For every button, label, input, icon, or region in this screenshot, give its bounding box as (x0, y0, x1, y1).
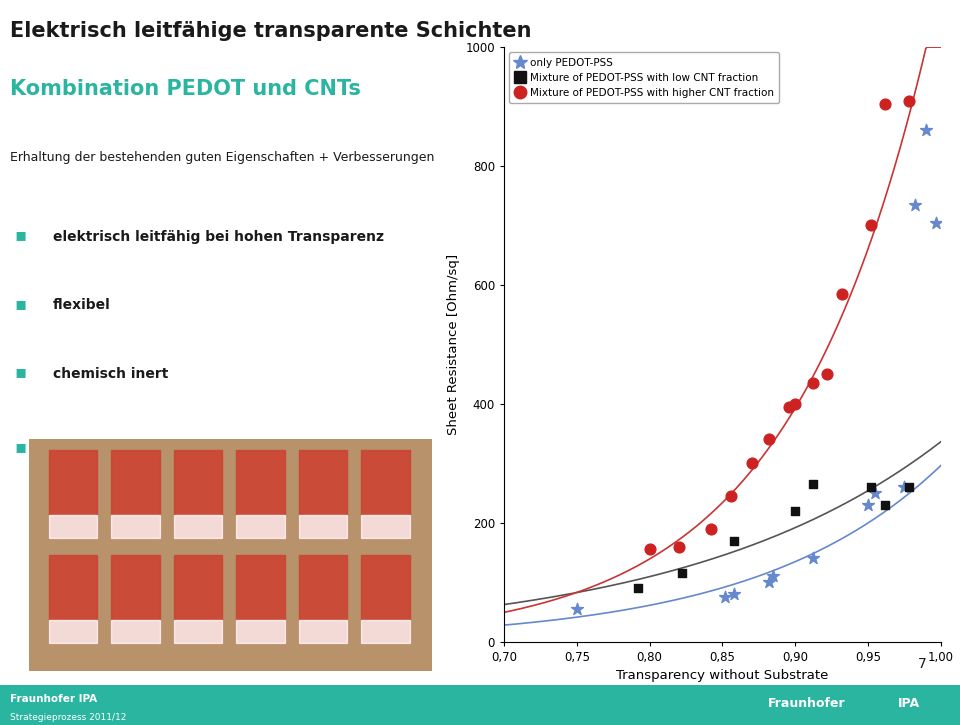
Bar (174, 620, 223, 643)
only PEDOT-PSS (897, 481, 912, 493)
Text: ▪: ▪ (14, 439, 27, 457)
Bar (111, 555, 159, 643)
Mixture of PEDOT-PSS with low CNT fraction (901, 481, 917, 493)
Bar (49, 450, 97, 539)
Bar (174, 515, 223, 539)
Bar (299, 450, 348, 539)
Bar (236, 515, 285, 539)
Bar (111, 515, 159, 539)
Y-axis label: Sheet Resistance [Ohm/sq]: Sheet Resistance [Ohm/sq] (446, 254, 460, 435)
Mixture of PEDOT-PSS with higher CNT fraction (761, 434, 777, 445)
Text: ▪: ▪ (14, 226, 27, 244)
Bar (236, 620, 285, 643)
Mixture of PEDOT-PSS with higher CNT fraction (787, 398, 803, 410)
Bar (236, 450, 285, 539)
Mixture of PEDOT-PSS with low CNT fraction (787, 505, 803, 517)
Mixture of PEDOT-PSS with higher CNT fraction (642, 544, 658, 555)
Text: ▪: ▪ (14, 363, 27, 381)
only PEDOT-PSS (919, 125, 934, 136)
Text: elektrisch leitfähig bei hohen Transparenz: elektrisch leitfähig bei hohen Transpare… (53, 230, 384, 244)
Bar (111, 450, 159, 539)
Bar (361, 620, 410, 643)
Text: eine bessere Umweltstabilität: eine bessere Umweltstabilität (53, 442, 288, 456)
X-axis label: Transparency without Substrate: Transparency without Substrate (616, 669, 828, 682)
Text: 7: 7 (918, 657, 926, 671)
Mixture of PEDOT-PSS with low CNT fraction (631, 582, 646, 594)
Mixture of PEDOT-PSS with low CNT fraction (863, 481, 878, 493)
Text: chemisch inert: chemisch inert (53, 367, 168, 381)
Mixture of PEDOT-PSS with low CNT fraction (674, 568, 689, 579)
Mixture of PEDOT-PSS with higher CNT fraction (863, 220, 878, 231)
Bar (361, 515, 410, 539)
Bar (49, 515, 97, 539)
Bar (361, 555, 410, 643)
Bar (299, 620, 348, 643)
Bar (174, 555, 223, 643)
only PEDOT-PSS (928, 217, 944, 228)
Bar (361, 450, 410, 539)
Bar (111, 620, 159, 643)
Text: Erhaltung der bestehenden guten Eigenschaften + Verbesserungen: Erhaltung der bestehenden guten Eigensch… (10, 151, 434, 164)
Text: Fraunhofer IPA: Fraunhofer IPA (10, 694, 97, 704)
Mixture of PEDOT-PSS with higher CNT fraction (805, 377, 821, 389)
Text: Fraunhofer: Fraunhofer (768, 697, 846, 710)
Mixture of PEDOT-PSS with higher CNT fraction (703, 523, 718, 534)
only PEDOT-PSS (718, 592, 733, 603)
Text: Kombination PEDOT und CNTs: Kombination PEDOT und CNTs (10, 79, 360, 99)
Bar (49, 620, 97, 643)
Mixture of PEDOT-PSS with higher CNT fraction (877, 98, 893, 109)
only PEDOT-PSS (569, 603, 585, 615)
Legend: only PEDOT-PSS, Mixture of PEDOT-PSS with low CNT fraction, Mixture of PEDOT-PSS: only PEDOT-PSS, Mixture of PEDOT-PSS wit… (509, 52, 780, 103)
only PEDOT-PSS (766, 571, 781, 582)
only PEDOT-PSS (805, 552, 821, 564)
only PEDOT-PSS (727, 588, 742, 600)
Mixture of PEDOT-PSS with higher CNT fraction (901, 95, 917, 107)
Mixture of PEDOT-PSS with low CNT fraction (727, 535, 742, 547)
only PEDOT-PSS (761, 576, 777, 588)
Mixture of PEDOT-PSS with higher CNT fraction (781, 401, 797, 413)
Text: Elektrisch leitfähige transparente Schichten: Elektrisch leitfähige transparente Schic… (10, 20, 531, 41)
Mixture of PEDOT-PSS with higher CNT fraction (744, 457, 759, 469)
Bar (49, 555, 97, 643)
only PEDOT-PSS (860, 499, 876, 510)
Bar (299, 555, 348, 643)
Mixture of PEDOT-PSS with higher CNT fraction (820, 368, 835, 380)
Bar (236, 555, 285, 643)
Text: Strategieprozess 2011/12: Strategieprozess 2011/12 (10, 713, 126, 721)
Mixture of PEDOT-PSS with higher CNT fraction (671, 541, 686, 552)
Bar (174, 450, 223, 539)
Mixture of PEDOT-PSS with higher CNT fraction (834, 288, 850, 299)
Text: flexibel: flexibel (53, 298, 110, 312)
Mixture of PEDOT-PSS with low CNT fraction (805, 478, 821, 490)
only PEDOT-PSS (868, 487, 883, 499)
Mixture of PEDOT-PSS with higher CNT fraction (724, 490, 739, 502)
only PEDOT-PSS (907, 199, 923, 210)
Mixture of PEDOT-PSS with low CNT fraction (877, 499, 893, 510)
Bar (299, 515, 348, 539)
Text: IPA: IPA (898, 697, 920, 710)
Text: ▪: ▪ (14, 294, 27, 312)
